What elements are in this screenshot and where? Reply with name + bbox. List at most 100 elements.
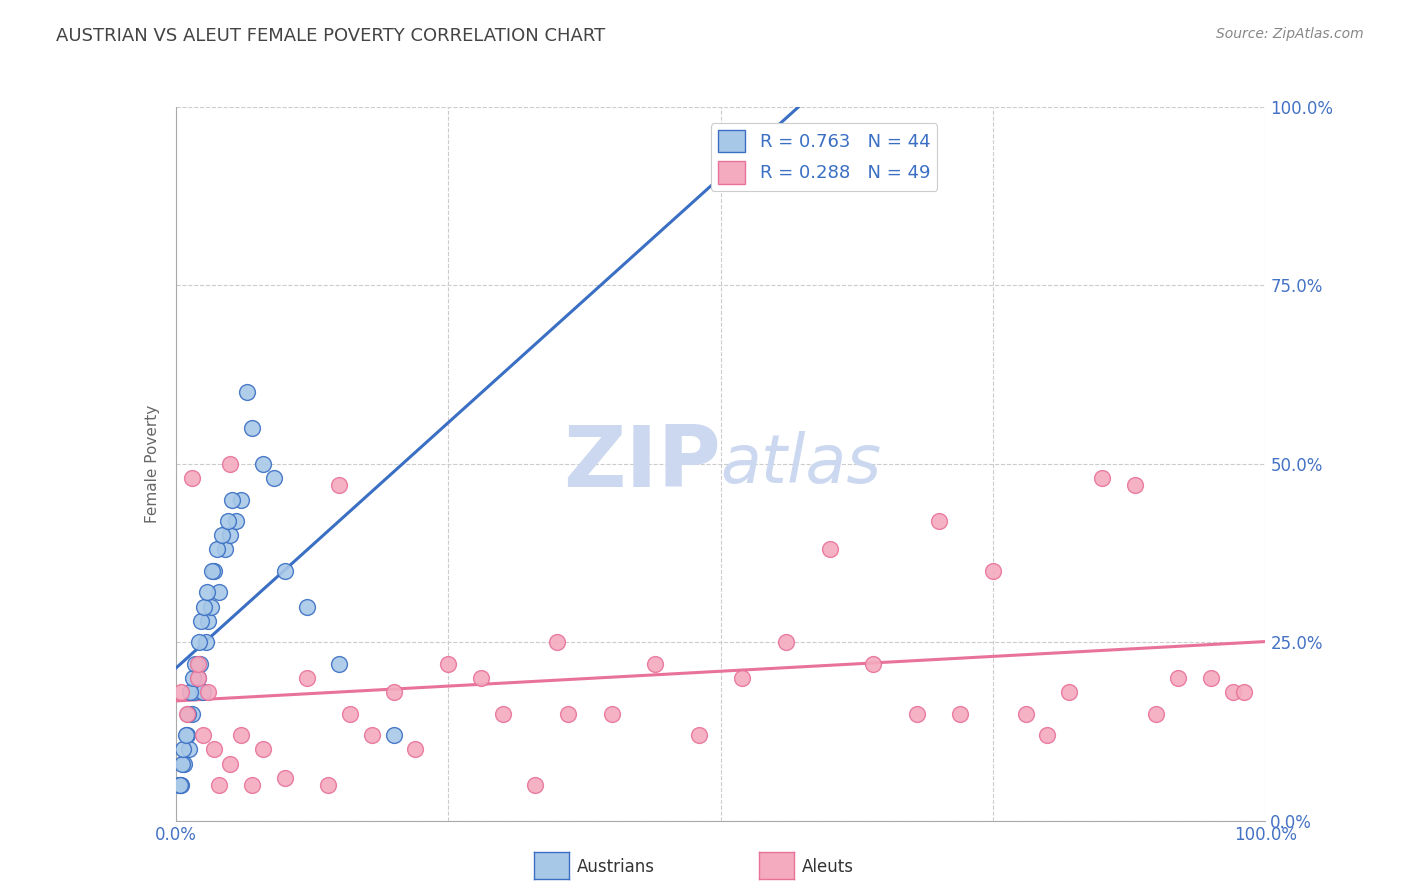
Point	[190, 614, 212, 628]
Point	[1123, 478, 1146, 492]
Point	[1167, 671, 1189, 685]
Point	[193, 599, 215, 614]
Point	[183, 685, 205, 699]
Point	[170, 685, 193, 699]
Point	[949, 706, 972, 721]
Point	[231, 728, 253, 742]
Point	[361, 728, 384, 742]
Point	[688, 728, 710, 742]
Point	[169, 778, 191, 792]
Point	[181, 471, 204, 485]
Point	[187, 635, 209, 649]
Text: ZIP: ZIP	[562, 422, 721, 506]
Point	[170, 778, 193, 792]
Point	[191, 728, 214, 742]
Point	[862, 657, 884, 671]
Point	[176, 728, 198, 742]
Point	[818, 542, 841, 557]
Point	[1222, 685, 1244, 699]
Point	[1036, 728, 1059, 742]
Point	[382, 685, 405, 699]
Point	[1091, 471, 1114, 485]
Point	[470, 671, 492, 685]
Point	[172, 756, 194, 771]
Point	[775, 635, 797, 649]
Point	[731, 671, 754, 685]
Point	[274, 771, 297, 785]
Point	[173, 756, 195, 771]
Text: atlas: atlas	[721, 431, 882, 497]
Point	[177, 742, 200, 756]
Point	[274, 564, 297, 578]
Point	[644, 657, 666, 671]
Point	[600, 706, 623, 721]
Point	[202, 564, 225, 578]
Point	[240, 421, 263, 435]
Text: Austrians: Austrians	[576, 858, 654, 876]
Point	[1059, 685, 1081, 699]
Point	[208, 778, 231, 792]
Point	[437, 657, 460, 671]
Point	[295, 671, 318, 685]
Y-axis label: Female Poverty: Female Poverty	[145, 405, 160, 523]
Point	[1233, 685, 1256, 699]
Point	[186, 671, 209, 685]
Point	[179, 685, 201, 699]
Point	[252, 742, 274, 756]
Point	[557, 706, 579, 721]
Point	[211, 528, 233, 542]
Point	[191, 685, 214, 699]
Point	[240, 778, 263, 792]
Point	[1146, 706, 1168, 721]
Point	[492, 706, 515, 721]
Point	[382, 728, 405, 742]
Point	[197, 614, 219, 628]
Point	[295, 599, 318, 614]
Point	[405, 742, 427, 756]
Point	[181, 671, 204, 685]
Text: AUSTRIAN VS ALEUT FEMALE POVERTY CORRELATION CHART: AUSTRIAN VS ALEUT FEMALE POVERTY CORRELA…	[56, 27, 606, 45]
Point	[201, 564, 224, 578]
Point	[252, 457, 274, 471]
Point	[905, 706, 928, 721]
Point	[200, 599, 222, 614]
Point	[177, 706, 200, 721]
Point	[195, 585, 218, 599]
Point	[197, 685, 219, 699]
Point	[235, 385, 257, 400]
Point	[181, 706, 204, 721]
Point	[981, 564, 1004, 578]
Point	[188, 657, 211, 671]
Point	[231, 492, 253, 507]
Text: Source: ZipAtlas.com: Source: ZipAtlas.com	[1216, 27, 1364, 41]
Point	[214, 542, 236, 557]
Point	[1199, 671, 1222, 685]
Point	[263, 471, 285, 485]
Point	[184, 657, 207, 671]
Point	[928, 514, 950, 528]
Text: Aleuts: Aleuts	[801, 858, 853, 876]
Point	[176, 706, 198, 721]
Point	[172, 742, 194, 756]
Point	[202, 742, 225, 756]
Point	[167, 778, 190, 792]
Point	[221, 492, 243, 507]
Legend: R = 0.763   N = 44, R = 0.288   N = 49: R = 0.763 N = 44, R = 0.288 N = 49	[711, 123, 938, 191]
Point	[328, 478, 350, 492]
Point	[174, 728, 197, 742]
Point	[339, 706, 361, 721]
Point	[195, 635, 218, 649]
Point	[1015, 706, 1038, 721]
Point	[208, 585, 231, 599]
Point	[186, 671, 209, 685]
Point	[219, 457, 242, 471]
Point	[186, 657, 209, 671]
Point	[219, 528, 242, 542]
Point	[205, 542, 228, 557]
Point	[328, 657, 350, 671]
Point	[225, 514, 247, 528]
Point	[219, 756, 242, 771]
Point	[524, 778, 547, 792]
Point	[546, 635, 568, 649]
Point	[318, 778, 340, 792]
